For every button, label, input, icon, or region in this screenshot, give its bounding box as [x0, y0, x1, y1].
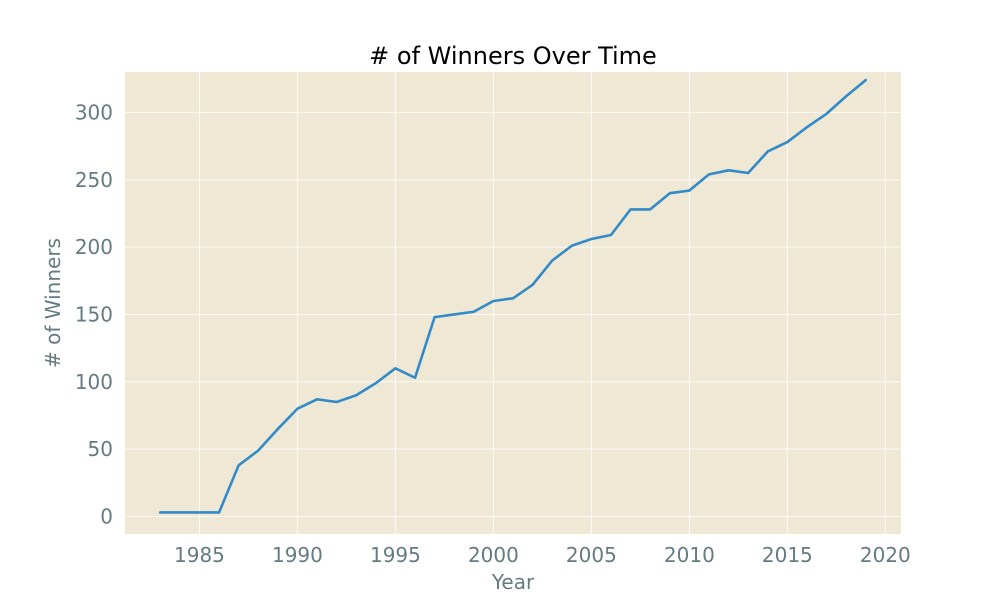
x-tick-label: 1995 [370, 543, 421, 567]
x-tick-labels: 1985 1990 1995 2000 2005 2010 2015 2020 [174, 543, 911, 567]
y-tick-label: 300 [75, 100, 113, 124]
y-tick-label: 250 [75, 168, 113, 192]
x-tick-label: 2020 [860, 543, 911, 567]
y-tick-label: 150 [75, 302, 113, 326]
series-line [158, 78, 868, 514]
y-axis-label: # of Winners [41, 238, 65, 368]
y-tick-label: 50 [88, 437, 113, 461]
series-layer [158, 78, 868, 514]
x-axis-label: Year [491, 570, 535, 594]
x-tick-label: 2015 [762, 543, 813, 567]
y-gridlines [125, 111, 901, 517]
y-tick-labels: 0 50 100 150 200 250 300 [75, 100, 113, 528]
x-tick-label: 1985 [174, 543, 225, 567]
x-tick-label: 2005 [566, 543, 617, 567]
x-gridlines [198, 72, 886, 534]
y-tick-label: 100 [75, 370, 113, 394]
x-tick-label: 2010 [664, 543, 715, 567]
x-tick-label: 2000 [468, 543, 519, 567]
y-tick-label: 200 [75, 235, 113, 259]
y-tick-label: 0 [100, 504, 113, 528]
x-tick-label: 1990 [272, 543, 323, 567]
chart-title: # of Winners Over Time [369, 42, 657, 70]
